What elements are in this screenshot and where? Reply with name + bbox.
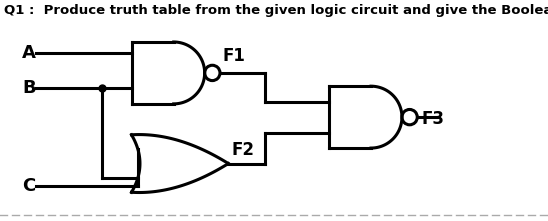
Text: C: C	[22, 177, 35, 195]
Text: A: A	[22, 44, 36, 62]
Text: F3: F3	[421, 110, 444, 128]
Text: F2: F2	[231, 141, 254, 158]
Text: B: B	[22, 79, 36, 97]
Text: F1: F1	[223, 47, 246, 65]
Text: Q1 :  Produce truth table from the given logic circuit and give the Boolean expr: Q1 : Produce truth table from the given …	[4, 4, 548, 17]
